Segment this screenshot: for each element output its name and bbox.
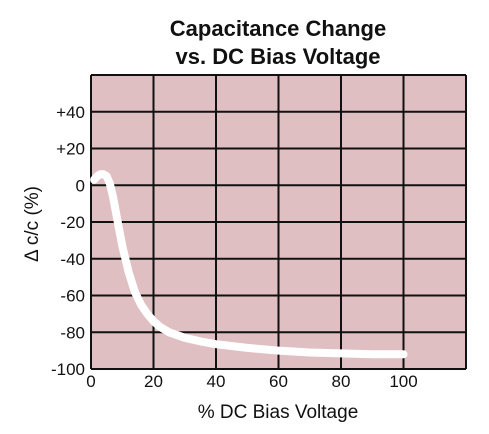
y-tick-label: +40: [56, 103, 85, 122]
y-tick-label: -80: [60, 323, 85, 342]
x-tick-label: 40: [207, 372, 226, 391]
y-tick-label: -20: [60, 213, 85, 232]
y-axis-label: Δ c/c (%): [22, 186, 43, 262]
chart-title-line1: Capacitance Change: [170, 16, 386, 41]
x-tick-label: 60: [269, 372, 288, 391]
x-tick-label: 80: [332, 372, 351, 391]
x-tick-label: 100: [389, 372, 417, 391]
x-tick-label: 20: [144, 372, 163, 391]
y-tick-label: 0: [76, 176, 85, 195]
y-tick-labels: +40 +20 0 -20 -40 -60 -80 -100: [51, 103, 85, 379]
series-line: [90, 170, 408, 359]
grid-lines: [90, 74, 467, 370]
x-axis-label: % DC Bias Voltage: [198, 402, 359, 423]
y-tick-label: -40: [60, 250, 85, 269]
x-tick-labels: 0 20 40 60 80 100: [86, 372, 417, 391]
x-tick-label: 0: [86, 372, 95, 391]
y-tick-label: +20: [56, 140, 85, 159]
y-tick-label: -100: [51, 360, 85, 379]
y-tick-label: -60: [60, 287, 85, 306]
chart-title-line2: vs. DC Bias Voltage: [176, 44, 381, 69]
